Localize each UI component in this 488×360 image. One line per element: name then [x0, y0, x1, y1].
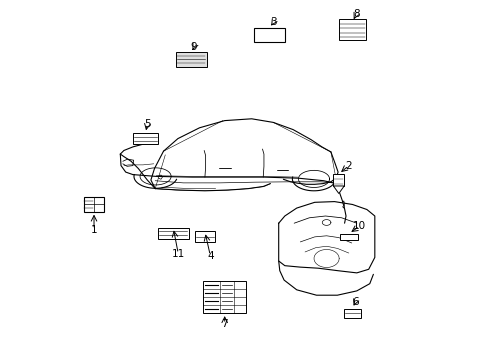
Polygon shape [333, 186, 344, 194]
Bar [133, 133, 158, 144]
Text: 10: 10 [352, 221, 366, 231]
Bar [203, 281, 246, 313]
Text: 8: 8 [352, 9, 359, 19]
Bar [254, 28, 285, 42]
Bar [195, 231, 214, 242]
Bar [333, 174, 344, 186]
Bar [176, 52, 206, 67]
Text: 4: 4 [206, 251, 213, 261]
Text: 5: 5 [143, 119, 150, 129]
Text: 7: 7 [221, 319, 227, 329]
Text: 6: 6 [351, 297, 358, 307]
Text: 11: 11 [171, 249, 184, 259]
Bar [158, 228, 188, 239]
Bar [339, 234, 357, 240]
Bar [83, 197, 104, 212]
Text: 2: 2 [345, 161, 351, 171]
Text: 3: 3 [269, 17, 276, 27]
Text: 1: 1 [90, 225, 97, 235]
Bar [343, 309, 361, 318]
Text: 9: 9 [190, 42, 197, 52]
Bar [338, 19, 365, 40]
